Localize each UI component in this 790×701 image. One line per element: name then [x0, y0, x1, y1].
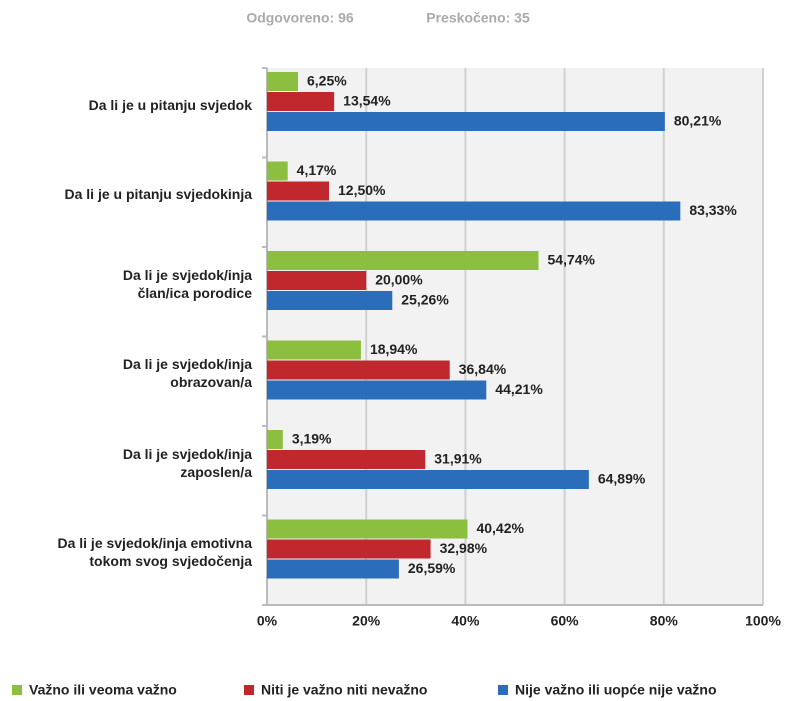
value-label: 18,94%	[370, 341, 418, 357]
skipped: Preskočeno: 35	[426, 10, 530, 26]
category-label: Da li je svjedok/inja zaposlen/a	[122, 445, 252, 480]
bar	[267, 470, 589, 489]
plot-area	[267, 68, 763, 605]
bar	[267, 92, 335, 111]
x-tick-label: 80%	[650, 613, 679, 629]
value-label: 12,50%	[338, 182, 386, 198]
bar	[267, 519, 468, 539]
legend-swatch	[498, 685, 508, 695]
x-tick-label: 0%	[257, 613, 278, 629]
bar	[267, 450, 426, 469]
legend-swatch	[244, 685, 254, 695]
value-label: 6,25%	[307, 73, 347, 89]
answered: Odgovoreno: 96	[246, 10, 354, 26]
bar	[267, 340, 361, 360]
x-tick-label: 100%	[745, 613, 781, 629]
value-label: 31,91%	[434, 451, 482, 467]
value-label: 44,21%	[495, 381, 543, 397]
legend-swatch	[12, 685, 22, 695]
bar	[267, 201, 681, 221]
bar	[267, 271, 367, 290]
x-tick-label: 20%	[352, 613, 381, 629]
bar	[267, 181, 329, 201]
bar	[267, 112, 665, 131]
value-label: 20,00%	[375, 272, 423, 288]
x-tick-label: 40%	[451, 613, 480, 629]
value-label: 13,54%	[343, 93, 391, 109]
value-label: 80,21%	[674, 113, 722, 129]
bar	[267, 161, 288, 181]
bar	[267, 360, 450, 380]
value-label: 26,59%	[408, 560, 456, 576]
bar	[267, 251, 539, 270]
bar	[267, 539, 431, 559]
legend-label: Nije važno ili uopće nije važno	[515, 682, 717, 698]
bar	[267, 291, 393, 310]
value-label: 3,19%	[292, 431, 332, 447]
category-label: Da li je u pitanju svjedokinja	[64, 186, 253, 203]
value-label: 25,26%	[401, 292, 449, 308]
value-label: 64,89%	[598, 471, 646, 487]
value-label: 83,33%	[689, 202, 737, 218]
bar	[267, 559, 399, 579]
category-label: Da li je svjedok/inja emotivna tokom svo…	[57, 535, 252, 570]
category-label: Da li je svjedok/inja obrazovan/a	[122, 356, 252, 391]
bar	[267, 380, 487, 400]
value-label: 40,42%	[476, 520, 524, 536]
value-label: 36,84%	[459, 361, 507, 377]
value-label: 54,74%	[548, 252, 596, 268]
value-label: 32,98%	[440, 540, 488, 556]
legend-label: Niti je važno niti nevažno	[261, 682, 427, 698]
bar	[267, 430, 283, 449]
value-label: 4,17%	[297, 162, 337, 178]
bar	[267, 72, 298, 91]
legend-label: Važno ili veoma važno	[29, 682, 177, 698]
category-label: Da li je svjedok/inja član/ica porodice	[122, 266, 252, 301]
category-label: Da li je u pitanju svjedok	[88, 96, 252, 113]
x-tick-label: 60%	[551, 613, 580, 629]
